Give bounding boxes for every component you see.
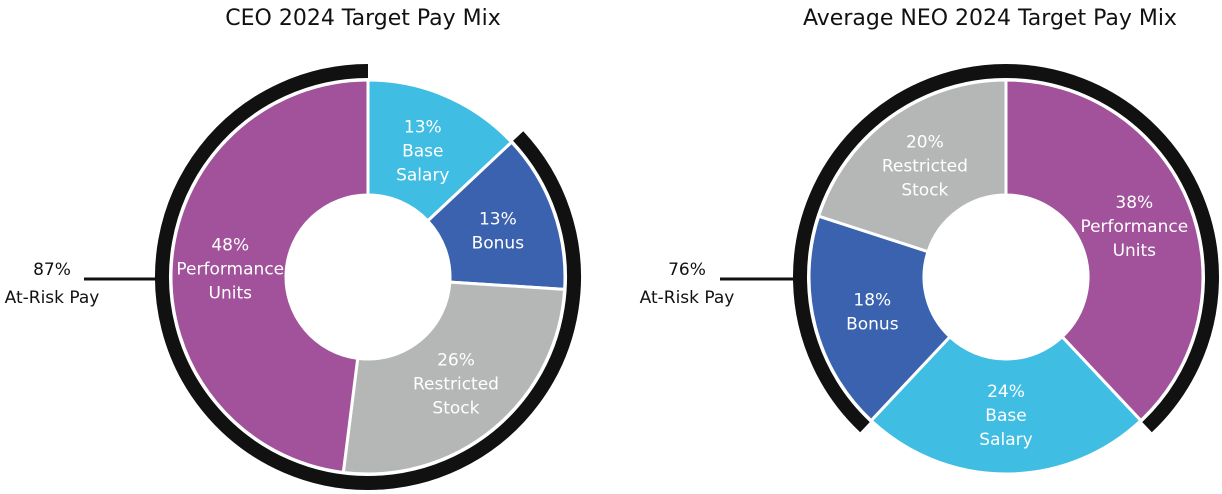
ceo-slice-restricted-stock bbox=[341, 280, 567, 476]
ceo-slice-label-bonus: 13% Bonus bbox=[472, 209, 525, 253]
neo-pay-mix-chart: Average NEO 2024 Target Pay Mix 38% Perfo… bbox=[640, 6, 1219, 476]
ceo-slice-label-restricted-stock: 26% Restricted Stock bbox=[413, 350, 499, 418]
neo-slice-label-base-salary: 24% Base Salary bbox=[979, 382, 1032, 450]
neo-slice-label-performance-units: 38% Performance Units bbox=[1080, 193, 1188, 261]
neo-at-risk-label: At-Risk Pay bbox=[640, 288, 735, 308]
ceo-chart-title: CEO 2024 Target Pay Mix bbox=[225, 6, 501, 31]
neo-slice-label-bonus: 18% Bonus bbox=[846, 290, 899, 334]
neo-slice-performance-units bbox=[1004, 78, 1205, 423]
neo-donut: 38% Performance Units 24% Base Salary 18% Bonus… bbox=[807, 78, 1205, 476]
neo-at-risk-arc bbox=[793, 64, 1219, 433]
ceo-slice-bonus bbox=[425, 140, 567, 291]
neo-at-risk-value: 76% bbox=[668, 260, 706, 280]
ceo-at-risk-arc bbox=[155, 64, 581, 490]
neo-chart-title: Average NEO 2024 Target Pay Mix bbox=[803, 6, 1177, 31]
ceo-donut: 13% Base Salary 13% Bonus 26% Restricted Stock 4… bbox=[169, 78, 567, 476]
neo-slice-label-restricted-stock: 20% Restricted Stock bbox=[882, 132, 968, 200]
ceo-slice-performance-units bbox=[169, 78, 370, 475]
ceo-pay-mix-chart: CEO 2024 Target Pay Mix 13% Base Salary13%… bbox=[5, 6, 581, 490]
ceo-slice-label-performance-units: 48% Performance Units bbox=[176, 235, 284, 303]
ceo-at-risk-label: At-Risk Pay bbox=[5, 288, 100, 308]
ceo-slice-label-base-salary: 13% Base Salary bbox=[396, 117, 449, 185]
ceo-slice-base-salary bbox=[366, 78, 514, 223]
neo-slice-base-salary bbox=[869, 334, 1143, 476]
ceo-at-risk-value: 87% bbox=[33, 260, 71, 280]
neo-slice-bonus bbox=[807, 214, 952, 423]
neo-slice-restricted-stock bbox=[816, 78, 1008, 254]
